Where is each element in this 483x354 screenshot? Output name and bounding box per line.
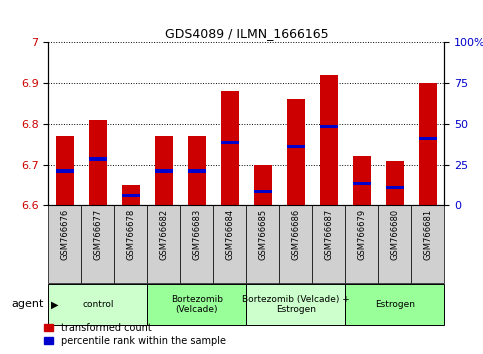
FancyBboxPatch shape (246, 205, 279, 283)
Text: GSM766686: GSM766686 (291, 209, 300, 261)
FancyBboxPatch shape (246, 284, 345, 325)
Bar (56, 136, 74, 205)
Legend: transformed count, percentile rank within the sample: transformed count, percentile rank withi… (43, 323, 226, 346)
Text: Bortezomib
(Velcade): Bortezomib (Velcade) (171, 295, 223, 314)
Text: Bortezomib (Velcade) +
Estrogen: Bortezomib (Velcade) + Estrogen (242, 295, 350, 314)
Text: GSM766676: GSM766676 (60, 209, 69, 261)
Bar (386, 186, 404, 189)
Text: agent: agent (11, 299, 43, 309)
Bar (122, 185, 140, 205)
Bar (155, 170, 173, 173)
Bar (221, 91, 239, 205)
Text: GSM766682: GSM766682 (159, 209, 168, 260)
Text: GSM766687: GSM766687 (325, 209, 333, 261)
Text: Estrogen: Estrogen (375, 300, 415, 309)
Bar (287, 145, 305, 148)
Bar (155, 136, 173, 205)
Text: GSM766684: GSM766684 (226, 209, 234, 260)
Text: GSM766683: GSM766683 (192, 209, 201, 261)
Bar (89, 157, 107, 161)
FancyBboxPatch shape (279, 205, 313, 283)
FancyBboxPatch shape (114, 205, 147, 283)
Bar (254, 165, 272, 205)
Bar (56, 170, 74, 173)
Text: GSM766685: GSM766685 (258, 209, 267, 260)
Bar (320, 125, 338, 128)
FancyBboxPatch shape (48, 205, 81, 283)
Bar (122, 194, 140, 197)
Bar (89, 120, 107, 205)
Bar (287, 99, 305, 205)
Bar (419, 83, 437, 205)
Text: control: control (82, 300, 114, 309)
Bar (353, 182, 371, 185)
Bar (320, 75, 338, 205)
Text: GSM766680: GSM766680 (390, 209, 399, 260)
FancyBboxPatch shape (378, 205, 412, 283)
FancyBboxPatch shape (147, 284, 246, 325)
Title: GDS4089 / ILMN_1666165: GDS4089 / ILMN_1666165 (165, 27, 328, 40)
FancyBboxPatch shape (313, 205, 345, 283)
Text: GSM766678: GSM766678 (127, 209, 135, 261)
Bar (419, 137, 437, 140)
FancyBboxPatch shape (180, 205, 213, 283)
Bar (386, 161, 404, 205)
FancyBboxPatch shape (213, 205, 246, 283)
FancyBboxPatch shape (48, 284, 147, 325)
FancyBboxPatch shape (147, 205, 180, 283)
Text: GSM766681: GSM766681 (424, 209, 432, 260)
Text: ▶: ▶ (51, 299, 58, 309)
Bar (188, 170, 206, 173)
Text: GSM766677: GSM766677 (93, 209, 102, 261)
Bar (254, 190, 272, 193)
Bar (353, 156, 371, 205)
Bar (188, 136, 206, 205)
FancyBboxPatch shape (345, 284, 444, 325)
FancyBboxPatch shape (412, 205, 444, 283)
FancyBboxPatch shape (81, 205, 114, 283)
Bar (221, 141, 239, 144)
FancyBboxPatch shape (345, 205, 378, 283)
Text: GSM766679: GSM766679 (357, 209, 366, 260)
